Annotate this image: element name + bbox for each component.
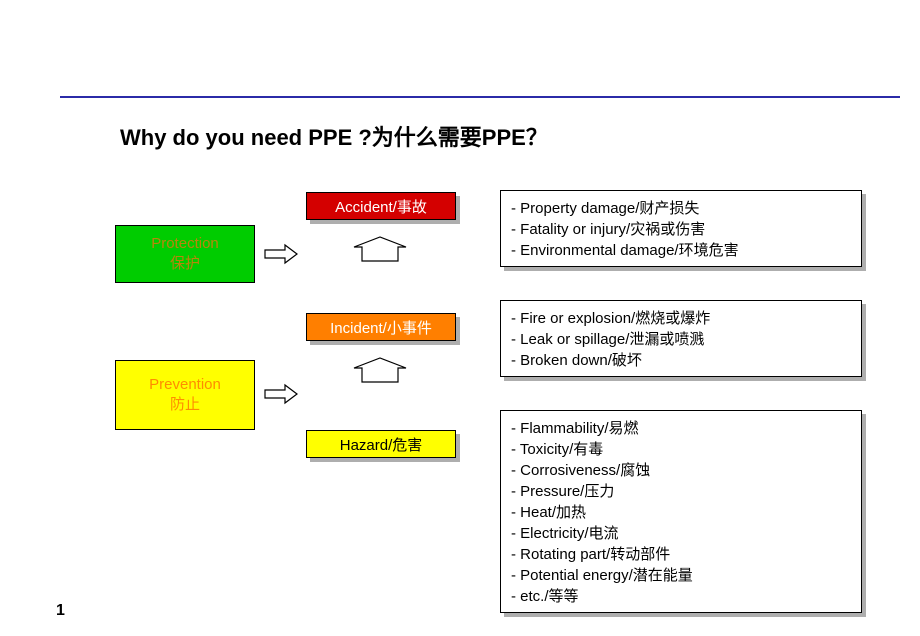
hazard-panel-item: - Rotating part/转动部件	[511, 543, 851, 564]
protection-label-zh: 保护	[170, 252, 200, 273]
protection-label-en: Protection	[151, 235, 219, 252]
hazard-label: Hazard/危害	[340, 434, 423, 455]
incident-panel: - Fire or explosion/燃烧或爆炸- Leak or spill…	[500, 300, 862, 377]
accident-box: Accident/事故	[306, 192, 456, 220]
hazard-panel-item: - Heat/加热	[511, 501, 851, 522]
up-arrow-top-icon	[350, 235, 410, 263]
up-arrow-bottom-icon	[350, 356, 410, 384]
slide-title: Why do you need PPE ?为什么需要PPE？	[120, 120, 548, 152]
hazard-panel-item: - Flammability/易燃	[511, 417, 851, 438]
accident-panel-item: - Environmental damage/环境危害	[511, 239, 851, 260]
hazard-panel-item: - etc./等等	[511, 585, 851, 606]
hazard-panel-item: - Electricity/电流	[511, 522, 851, 543]
incident-panel-item: - Leak or spillage/泄漏或喷溅	[511, 328, 851, 349]
header-rule	[60, 96, 900, 98]
right-arrow-bottom-icon	[263, 383, 299, 405]
prevention-label-en: Prevention	[149, 376, 221, 393]
accident-panel-item: - Property damage/财产损失	[511, 197, 851, 218]
hazard-panel-item: - Pressure/压力	[511, 480, 851, 501]
hazard-panel-item: - Toxicity/有毒	[511, 438, 851, 459]
page-number: 1	[56, 602, 65, 620]
incident-panel-item: - Fire or explosion/燃烧或爆炸	[511, 307, 851, 328]
accident-label: Accident/事故	[335, 196, 427, 217]
accident-panel-item: - Fatality or injury/灾祸或伤害	[511, 218, 851, 239]
protection-box: Protection 保护	[115, 225, 255, 283]
hazard-panel-item: - Corrosiveness/腐蚀	[511, 459, 851, 480]
incident-label: Incident/小事件	[330, 317, 432, 338]
hazard-panel: - Flammability/易燃- Toxicity/有毒- Corrosiv…	[500, 410, 862, 613]
right-arrow-top-icon	[263, 243, 299, 265]
hazard-box: Hazard/危害	[306, 430, 456, 458]
hazard-panel-item: - Potential energy/潜在能量	[511, 564, 851, 585]
accident-panel: - Property damage/财产损失- Fatality or inju…	[500, 190, 862, 267]
incident-panel-item: - Broken down/破坏	[511, 349, 851, 370]
prevention-label-zh: 防止	[170, 393, 200, 414]
prevention-box: Prevention 防止	[115, 360, 255, 430]
incident-box: Incident/小事件	[306, 313, 456, 341]
